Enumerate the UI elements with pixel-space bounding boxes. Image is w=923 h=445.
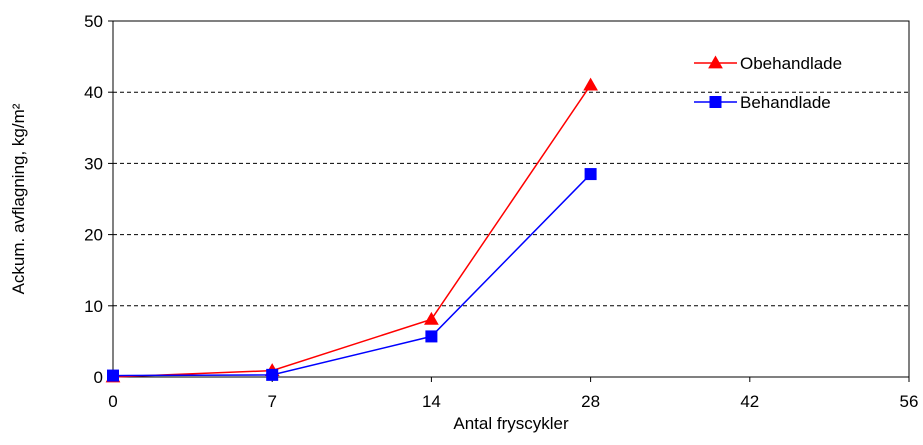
series-group bbox=[105, 77, 598, 383]
legend: Obehandlade Behandlade bbox=[694, 54, 842, 112]
y-tick-label: 30 bbox=[84, 154, 103, 173]
legend-marker bbox=[708, 55, 723, 69]
series-line bbox=[112, 173, 592, 377]
plot-area-frame bbox=[112, 20, 910, 378]
x-tick-label: 7 bbox=[267, 392, 276, 411]
series-1 bbox=[105, 77, 598, 383]
x-axis-title: Antal fryscykler bbox=[453, 414, 569, 433]
series-line bbox=[112, 84, 592, 378]
x-tick-label: 42 bbox=[740, 392, 759, 411]
y-tick-label: 40 bbox=[84, 83, 103, 102]
grid-lines bbox=[113, 91, 909, 307]
y-tick-label: 50 bbox=[84, 12, 103, 31]
data-point bbox=[584, 168, 597, 181]
y-tick-label: 20 bbox=[84, 226, 103, 245]
y-tick-label: 10 bbox=[84, 297, 103, 316]
data-point bbox=[583, 77, 598, 91]
x-tick-label: 0 bbox=[108, 392, 117, 411]
legend-marker bbox=[709, 96, 722, 108]
x-tick-label: 28 bbox=[581, 392, 600, 411]
series-2 bbox=[107, 168, 597, 382]
data-point bbox=[424, 311, 439, 325]
x-tick-label: 14 bbox=[422, 392, 441, 411]
y-axis: 0 10 20 30 40 50 bbox=[84, 12, 113, 387]
y-tick-label: 0 bbox=[94, 368, 103, 387]
x-tick-label: 56 bbox=[900, 392, 919, 411]
legend-label: Behandlade bbox=[740, 93, 831, 112]
data-point bbox=[107, 369, 119, 382]
legend-label: Obehandlade bbox=[740, 54, 842, 73]
x-axis: 0 7 14 28 42 56 bbox=[108, 377, 918, 411]
y-axis-title: Ackum. avflagning, kg/m² bbox=[9, 103, 28, 294]
data-point bbox=[425, 330, 438, 343]
data-point bbox=[266, 368, 279, 381]
